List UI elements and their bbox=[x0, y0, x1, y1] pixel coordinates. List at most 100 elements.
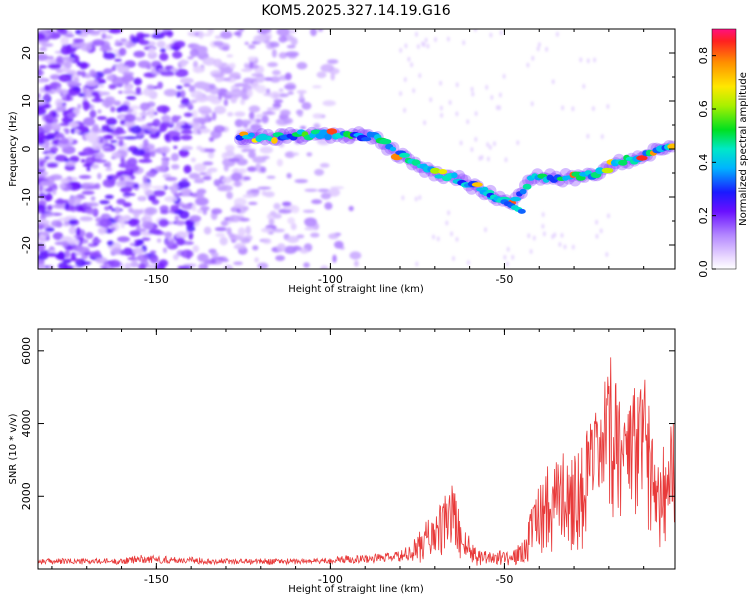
noise-cell bbox=[103, 147, 115, 152]
noise-cell bbox=[238, 168, 248, 174]
noise-cell bbox=[188, 85, 196, 93]
noise-cell bbox=[537, 42, 541, 48]
noise-cell bbox=[156, 105, 170, 113]
noise-cell bbox=[271, 49, 277, 58]
noise-cell bbox=[155, 131, 161, 136]
noise-cell bbox=[242, 206, 249, 211]
noise-cell bbox=[102, 178, 116, 188]
noise-cell bbox=[118, 47, 127, 56]
noise-cell bbox=[560, 232, 564, 238]
noise-cell bbox=[38, 32, 46, 42]
noise-cell bbox=[122, 71, 135, 76]
noise-cell bbox=[541, 223, 545, 229]
noise-cell bbox=[200, 206, 210, 211]
noise-cell bbox=[99, 200, 110, 205]
noise-cell bbox=[50, 146, 59, 153]
noise-cell bbox=[64, 128, 70, 135]
noise-cell bbox=[459, 140, 463, 146]
noise-cell bbox=[148, 194, 156, 202]
noise-cell bbox=[59, 183, 66, 190]
noise-cell bbox=[229, 62, 236, 69]
noise-cell bbox=[202, 161, 214, 166]
noise-cell bbox=[38, 124, 43, 134]
noise-cell bbox=[119, 62, 124, 68]
ridge-cell bbox=[430, 167, 441, 174]
noise-cell bbox=[226, 54, 234, 58]
noise-cell bbox=[47, 63, 62, 69]
noise-cell bbox=[316, 71, 327, 79]
ridge-cell bbox=[399, 152, 410, 158]
noise-cell bbox=[173, 145, 178, 149]
noise-cell bbox=[194, 177, 204, 182]
noise-cell bbox=[485, 84, 489, 90]
noise-cell bbox=[247, 56, 257, 62]
noise-cell bbox=[120, 186, 133, 193]
ridge-cell bbox=[361, 137, 372, 142]
noise-cell bbox=[299, 92, 304, 101]
noise-cell bbox=[115, 136, 127, 140]
noise-cell bbox=[133, 50, 146, 58]
noise-cell bbox=[64, 60, 72, 69]
noise-cell bbox=[606, 104, 610, 109]
noise-cell bbox=[70, 252, 77, 261]
noise-cell bbox=[214, 35, 222, 39]
noise-cell bbox=[176, 220, 185, 226]
noise-cell bbox=[59, 137, 69, 145]
noise-cell bbox=[87, 185, 99, 189]
noise-cell bbox=[555, 31, 559, 37]
noise-cell bbox=[260, 29, 272, 33]
noise-cell bbox=[297, 112, 303, 117]
noise-cell bbox=[284, 72, 292, 81]
noise-cell bbox=[410, 62, 414, 68]
noise-cell bbox=[313, 123, 321, 130]
noise-cell bbox=[415, 31, 418, 37]
noise-cell bbox=[162, 247, 168, 254]
noise-cell bbox=[440, 112, 444, 118]
noise-cell bbox=[116, 107, 123, 113]
noise-cell bbox=[474, 111, 478, 117]
noise-cell bbox=[196, 188, 207, 195]
noise-cell bbox=[252, 124, 263, 133]
noise-cell bbox=[571, 244, 575, 250]
spectrogram-ytick-label: 20 bbox=[20, 46, 33, 60]
noise-cell bbox=[64, 249, 71, 259]
noise-cell bbox=[278, 35, 288, 43]
noise-cell bbox=[495, 105, 499, 111]
noise-cell bbox=[70, 43, 83, 48]
noise-cell bbox=[290, 223, 297, 231]
noise-cell bbox=[261, 227, 274, 233]
noise-cell bbox=[148, 127, 159, 132]
noise-cell bbox=[99, 218, 112, 228]
noise-cell bbox=[139, 182, 153, 189]
noise-cell bbox=[38, 210, 41, 214]
noise-cell bbox=[324, 202, 333, 210]
noise-cell bbox=[129, 242, 135, 247]
noise-cell bbox=[76, 70, 82, 76]
noise-cell bbox=[52, 189, 57, 196]
noise-cell bbox=[238, 217, 250, 222]
noise-cell bbox=[152, 190, 166, 197]
noise-cell bbox=[320, 265, 329, 269]
noise-cell bbox=[38, 53, 49, 61]
noise-cell bbox=[198, 263, 208, 269]
noise-cell bbox=[506, 246, 510, 252]
noise-cell bbox=[57, 251, 66, 261]
noise-cell bbox=[208, 137, 215, 142]
noise-cell bbox=[269, 76, 281, 83]
noise-cell bbox=[207, 167, 218, 173]
snr-ticks: -150 -100 -50 2000 4000 6000 bbox=[20, 329, 675, 586]
noise-cell bbox=[123, 136, 138, 140]
noise-cell bbox=[561, 105, 565, 111]
noise-cell bbox=[122, 202, 132, 208]
noise-cell bbox=[252, 245, 259, 251]
noise-cell bbox=[174, 215, 180, 222]
noise-cell bbox=[65, 93, 71, 101]
noise-cell bbox=[54, 199, 67, 204]
noise-cell bbox=[179, 90, 186, 99]
noise-cell bbox=[246, 166, 258, 172]
noise-cell bbox=[198, 30, 204, 39]
snr-ytick-label: 4000 bbox=[20, 410, 33, 438]
noise-cell bbox=[215, 232, 226, 238]
